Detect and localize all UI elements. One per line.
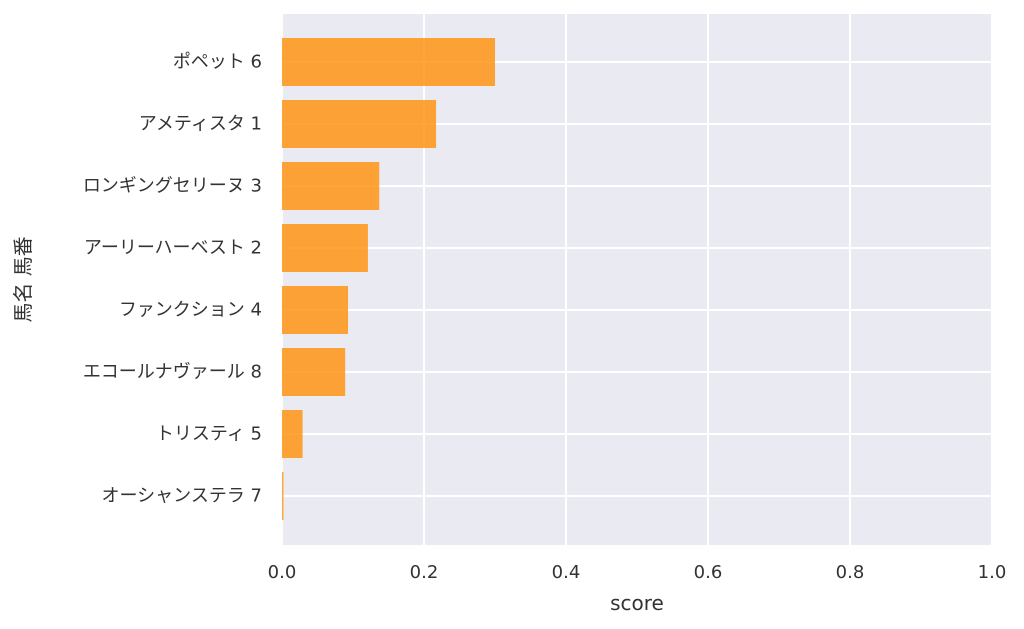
bars bbox=[282, 38, 495, 520]
bar bbox=[282, 410, 303, 458]
y-tick-label: アーリーハーベスト 2 bbox=[84, 238, 262, 259]
y-axis-label: 馬名 馬番 bbox=[11, 236, 35, 322]
bar bbox=[282, 38, 495, 86]
y-tick-label: オーシャンステラ 7 bbox=[102, 486, 262, 507]
y-tick-label: ポペット 6 bbox=[173, 52, 262, 73]
bar bbox=[282, 224, 368, 272]
y-tick-label: ファンクション 4 bbox=[119, 300, 262, 321]
x-tick-label: 0.2 bbox=[410, 562, 439, 583]
bar bbox=[282, 348, 346, 396]
x-tick-label: 0.4 bbox=[552, 562, 581, 583]
x-tick-label: 0.0 bbox=[268, 562, 297, 583]
x-tick-label: 0.6 bbox=[694, 562, 723, 583]
x-axis-label: score bbox=[610, 591, 664, 615]
plot-background bbox=[282, 14, 992, 545]
y-tick-label: ロンギングセリーヌ 3 bbox=[83, 176, 262, 197]
y-tick-labels: ポペット 6 アメティスタ 1 ロンギングセリーヌ 3 アーリーハーベスト 2 ファンク… bbox=[83, 52, 262, 507]
x-tick-label: 0.8 bbox=[836, 562, 865, 583]
bar bbox=[282, 162, 380, 210]
x-tick-label: 1.0 bbox=[978, 562, 1007, 583]
x-tick-labels: 0.0 0.2 0.4 0.6 0.8 1.0 bbox=[268, 562, 1007, 583]
y-tick-label: エコールナヴァール 8 bbox=[83, 362, 262, 383]
grid-lines bbox=[281, 14, 993, 545]
y-tick-label: トリスティ 5 bbox=[156, 424, 262, 445]
bar bbox=[282, 286, 349, 334]
bar bbox=[282, 472, 284, 520]
bar bbox=[282, 100, 437, 148]
y-tick-label: アメティスタ 1 bbox=[139, 114, 262, 135]
